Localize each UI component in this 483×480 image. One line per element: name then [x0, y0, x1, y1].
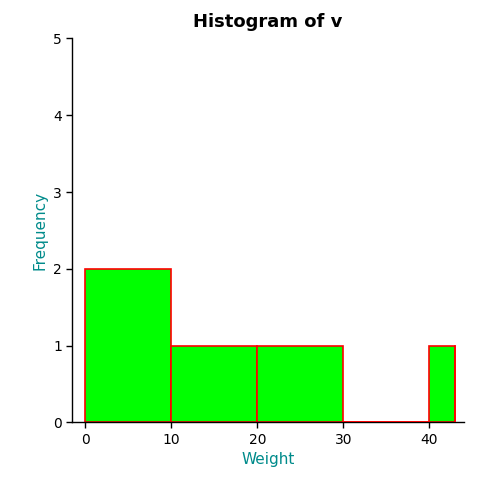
- Title: Histogram of v: Histogram of v: [193, 13, 343, 31]
- Bar: [85, 269, 171, 422]
- Y-axis label: Frequency: Frequency: [33, 191, 48, 270]
- Bar: [257, 346, 343, 422]
- Bar: [171, 346, 257, 422]
- X-axis label: Weight: Weight: [242, 452, 295, 468]
- Bar: [429, 346, 455, 422]
